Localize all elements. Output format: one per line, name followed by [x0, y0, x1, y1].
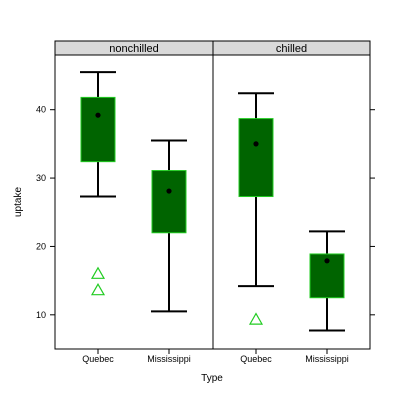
- y-tick-label-10: 10: [36, 310, 46, 320]
- strip-label-left: nonchilled: [109, 43, 159, 55]
- outlier-p1-quebec-0: [248, 312, 264, 325]
- strip-label-right: chilled: [276, 43, 307, 55]
- x-axis-title: Type: [201, 373, 223, 384]
- x-tick-label-mississippi-right: Mississippi: [305, 354, 349, 364]
- panel-left-frame: [54, 54, 214, 350]
- outlier-p0-quebec-0: [90, 266, 106, 279]
- x-tick-label-quebec-right: Quebec: [240, 354, 272, 364]
- x-tick-label-quebec-left: Quebec: [82, 354, 114, 364]
- median-dot-p1-quebec: [253, 141, 259, 147]
- box-p1-quebec: [238, 118, 274, 198]
- median-dot-p0-mississippi: [166, 188, 172, 194]
- box-p0-mississippi: [151, 170, 187, 234]
- median-dot-p0-quebec: [95, 112, 101, 118]
- outlier-p0-quebec-1: [90, 282, 106, 296]
- y-tick-label-20: 20: [36, 241, 46, 251]
- chart-marks: 10 20 30 40: [36, 71, 375, 354]
- strip-right-bg: [212, 40, 371, 56]
- y-tick-label-40: 40: [36, 105, 46, 115]
- y-tick-label-30: 30: [36, 173, 46, 183]
- median-dot-p1-mississippi: [324, 258, 330, 264]
- panel-right-frame: [212, 54, 371, 350]
- y-axis-title: uptake: [13, 187, 24, 217]
- box-p0-quebec: [80, 96, 116, 163]
- x-tick-label-mississippi-left: Mississippi: [147, 354, 191, 364]
